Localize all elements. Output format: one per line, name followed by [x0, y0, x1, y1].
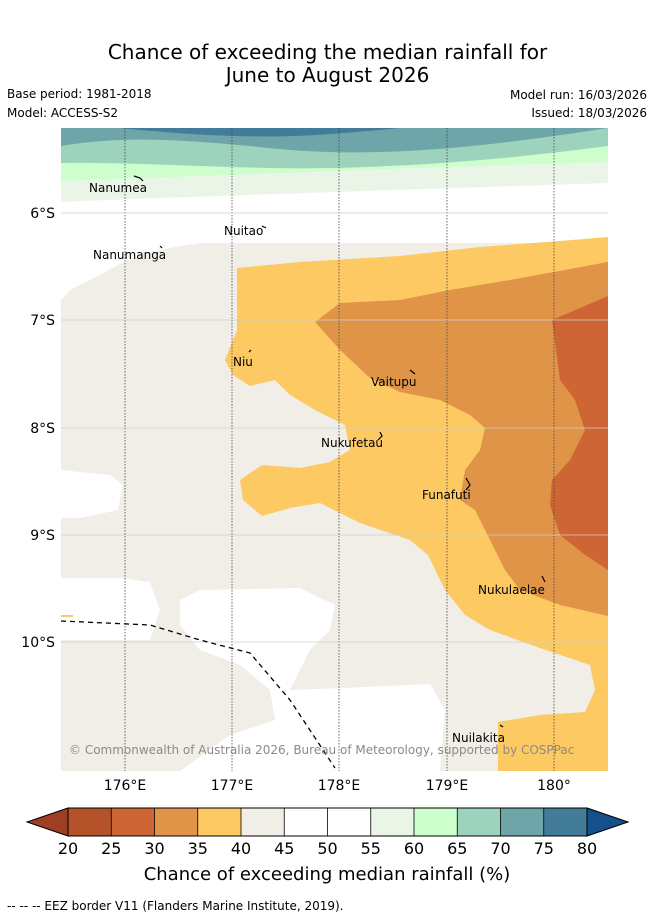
nanumea-island: [133, 175, 144, 182]
chart-title: Chance of exceeding the median rainfall …: [0, 41, 655, 87]
colorbar-label: Chance of exceeding median rainfall (%): [144, 864, 511, 885]
colorbar-tick-label: 70: [490, 839, 510, 858]
colorbar-cell: [197, 808, 242, 836]
colorbar-cell: [543, 808, 588, 836]
colorbar-cell: [500, 808, 545, 836]
band-35-40-sliver: [61, 615, 73, 617]
colorbar-cell: [68, 808, 112, 836]
colorbar-cell: [457, 808, 501, 836]
nanumanga-island: [159, 245, 163, 249]
model-run-text: Model run: 16/03/2026: [509, 88, 647, 102]
copyright-text: © Commonwealth of Australia 2026, Bureau…: [69, 743, 574, 757]
nukufetau-island: [377, 431, 383, 441]
lon-label-179e: 179°E: [426, 778, 469, 794]
colorbar-tick-label: 40: [231, 839, 251, 858]
colorbar-tick-label: 30: [144, 839, 164, 858]
title-line-2: June to August 2026: [225, 63, 430, 87]
parallels: [61, 212, 608, 643]
map-plot-area: Nanumea Nuitao Nanumanga Niu Vaitupu Nuk…: [61, 128, 608, 771]
lon-label-176e: 176°E: [104, 778, 147, 794]
colorbar-tick-label: 35: [188, 839, 208, 858]
colorbar-under-arrow: [25, 807, 69, 837]
place-label-niu: Niu: [233, 355, 253, 369]
colorbar-tick-label: 65: [447, 839, 467, 858]
nuilakita-island: [499, 724, 504, 728]
model-text: Model: ACCESS-S2: [7, 106, 119, 120]
eez-border-line: [61, 620, 336, 769]
place-label-vaitupu: Vaitupu: [371, 375, 417, 389]
lon-label-180: 180°: [537, 778, 571, 794]
colorbar-cell: [284, 808, 328, 836]
niu-island: [248, 349, 252, 353]
lat-label-6s: 6°S: [30, 206, 55, 222]
band-25-30: [550, 296, 608, 570]
lat-label-8s: 8°S: [30, 421, 55, 437]
vaitupu-island: [409, 369, 416, 375]
place-label-nanumanga: Nanumanga: [93, 248, 166, 262]
place-label-nuilakita: Nuilakita: [452, 731, 505, 745]
funafuti-island: [465, 477, 471, 491]
white-patch-west: [61, 470, 123, 518]
white-patch-south: [180, 588, 445, 771]
colorbar-cell: [154, 808, 199, 836]
colorbar-tick-label: 55: [361, 839, 381, 858]
colorbar-cell: [241, 808, 285, 836]
nuitao-island: [261, 225, 267, 229]
place-label-funafuti: Funafuti: [422, 488, 471, 502]
lat-label-7s: 7°S: [30, 313, 55, 329]
colorbar-tick-label: 50: [317, 839, 337, 858]
colorbar-cells: [68, 808, 588, 836]
colorbar-tick-label: 60: [404, 839, 424, 858]
place-labels: Nanumea Nuitao Nanumanga Niu Vaitupu Nuk…: [89, 181, 545, 745]
eez-footnote: -- -- -- EEZ border V11 (Flanders Marine…: [7, 899, 344, 913]
colorbar-ticks: 20 25 30 35 40 45 50 55 60 65 70 75 80: [58, 839, 597, 858]
colorbar-cell: [327, 808, 372, 836]
longitude-labels: 176°E 177°E 178°E 179°E 180°: [104, 778, 571, 794]
colorbar-tick-label: 45: [274, 839, 294, 858]
colorbar-cell: [111, 808, 155, 836]
colorbar-tick-label: 80: [577, 839, 597, 858]
band-30-35: [315, 262, 608, 616]
island-shapes: [133, 175, 546, 728]
title-line-1: Chance of exceeding the median rainfall …: [107, 40, 548, 64]
colorbar-cell: [414, 808, 458, 836]
colorbar-tick-label: 25: [101, 839, 121, 858]
lat-label-10s: 10°S: [21, 635, 55, 651]
issued-text: Issued: 18/03/2026: [531, 106, 647, 120]
lon-label-178e: 178°E: [318, 778, 361, 794]
white-strip-north: [61, 215, 230, 300]
colorbar-frame: [67, 807, 588, 837]
place-label-nuitao: Nuitao: [224, 224, 263, 238]
white-patch-southwest: [61, 578, 160, 640]
place-label-nukulaelae: Nukulaelae: [478, 583, 545, 597]
place-label-nukufetau: Nukufetau: [321, 436, 383, 450]
lon-label-177e: 177°E: [211, 778, 254, 794]
lat-label-9s: 9°S: [30, 528, 55, 544]
nukulaelae-island: [541, 575, 546, 583]
meridians: [124, 128, 555, 771]
colorbar-tick-label: 75: [534, 839, 554, 858]
band-75-80: [120, 128, 400, 137]
place-label-nanumea: Nanumea: [89, 181, 147, 195]
colorbar: 20 25 30 35 40 45 50 55 60 65 70 75 80 Chance of exc…: [25, 807, 630, 885]
colorbar-cell: [370, 808, 415, 836]
latitude-labels: 6°S 7°S 8°S 9°S 10°S: [21, 206, 55, 651]
colorbar-over-arrow: [586, 807, 630, 837]
base-period-text: Base period: 1981-2018: [7, 87, 152, 101]
colorbar-tick-label: 20: [58, 839, 78, 858]
